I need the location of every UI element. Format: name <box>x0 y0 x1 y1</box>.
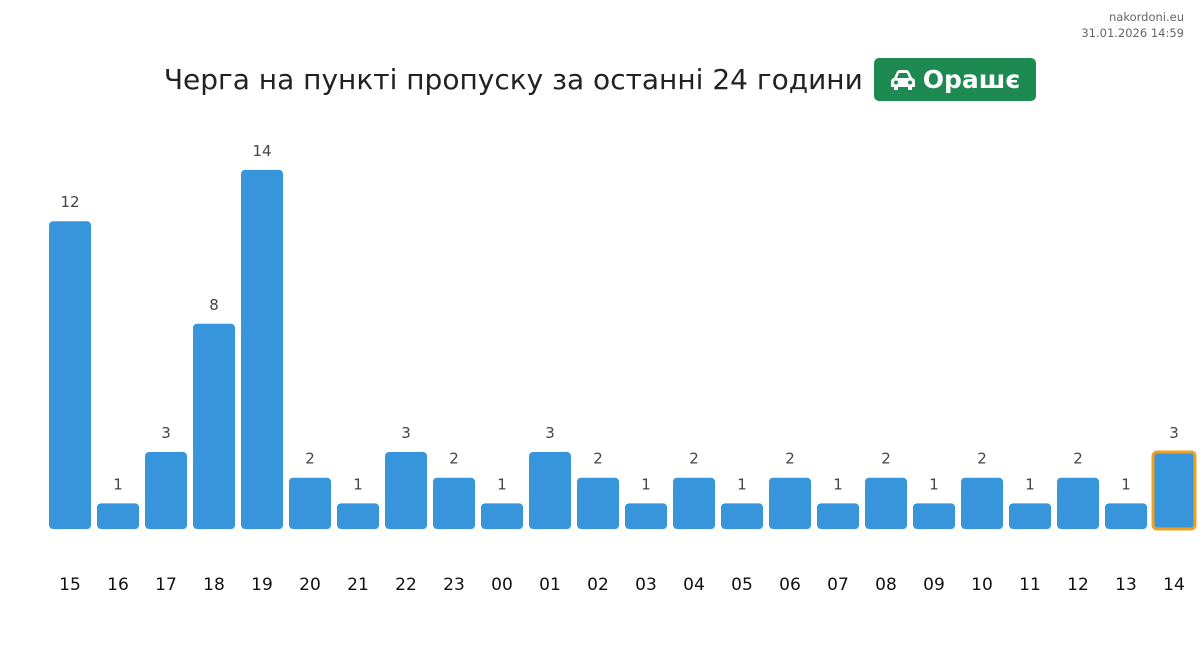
hour-tick-label: 10 <box>971 575 993 595</box>
bar-value-label: 2 <box>305 450 315 468</box>
bar[interactable] <box>721 503 763 529</box>
bar[interactable] <box>49 221 91 529</box>
hour-tick-label: 04 <box>683 575 705 595</box>
hour-tick-label: 23 <box>443 575 465 595</box>
timestamp: 31.01.2026 14:59 <box>1081 26 1184 40</box>
bar-value-label: 1 <box>353 475 363 493</box>
bar[interactable] <box>193 323 235 529</box>
bar-value-label: 3 <box>1169 424 1179 442</box>
bar-value-label: 8 <box>209 296 219 314</box>
bar[interactable] <box>817 503 859 529</box>
bar-value-label: 1 <box>113 475 123 493</box>
bar-value-label: 1 <box>929 475 939 493</box>
bar-value-label: 2 <box>881 450 891 468</box>
bar[interactable] <box>1009 503 1051 529</box>
bar-value-label: 3 <box>161 424 171 442</box>
bar[interactable] <box>577 477 619 529</box>
hour-tick-label: 21 <box>347 575 369 595</box>
hour-tick-label: 19 <box>251 575 273 595</box>
hour-tick-label: 14 <box>1163 575 1185 595</box>
bar-current-hour[interactable] <box>1151 450 1197 531</box>
bar[interactable] <box>673 477 715 529</box>
site-name: nakordoni.eu <box>1109 10 1184 24</box>
hour-tick-label: 00 <box>491 575 513 595</box>
chart-title: Черга на пункті пропуску за останні 24 г… <box>163 63 863 96</box>
bar[interactable] <box>1057 477 1099 529</box>
bar-value-label: 14 <box>252 142 271 160</box>
bar-value-label: 1 <box>1121 475 1131 493</box>
bar-value-label: 1 <box>497 475 507 493</box>
bar-value-label: 2 <box>593 450 603 468</box>
hour-tick-label: 16 <box>107 575 129 595</box>
bar-value-label: 1 <box>737 475 747 493</box>
hour-tick-label: 11 <box>1019 575 1041 595</box>
hour-tick-label: 09 <box>923 575 945 595</box>
hour-tick-label: 07 <box>827 575 849 595</box>
bar[interactable] <box>337 503 379 529</box>
meta-info: nakordoni.eu 31.01.2026 14:59 <box>1081 9 1184 41</box>
bar-value-label: 3 <box>545 424 555 442</box>
bar-value-label: 2 <box>785 450 795 468</box>
hour-tick-label: 20 <box>299 575 321 595</box>
bar[interactable] <box>961 477 1003 529</box>
hour-tick-label: 01 <box>539 575 561 595</box>
bar-value-label: 2 <box>689 450 699 468</box>
bar-value-label: 2 <box>977 450 987 468</box>
bar[interactable] <box>433 477 475 529</box>
bar[interactable] <box>865 477 907 529</box>
hour-tick-label: 12 <box>1067 575 1089 595</box>
bar[interactable] <box>289 477 331 529</box>
hour-tick-label: 06 <box>779 575 801 595</box>
bar[interactable] <box>481 503 523 529</box>
title-row: Черга на пункті пропуску за останні 24 г… <box>0 58 1200 101</box>
bar[interactable] <box>97 503 139 529</box>
bar-value-label: 2 <box>1073 450 1083 468</box>
checkpoint-name: Орашє <box>922 65 1021 94</box>
bar[interactable] <box>913 503 955 529</box>
hour-tick-label: 13 <box>1115 575 1137 595</box>
bar[interactable] <box>625 503 667 529</box>
bar-value-label: 1 <box>833 475 843 493</box>
bar[interactable] <box>241 169 283 529</box>
hour-tick-label: 03 <box>635 575 657 595</box>
hour-tick-label: 05 <box>731 575 753 595</box>
bar[interactable] <box>529 452 571 529</box>
bar[interactable] <box>769 477 811 529</box>
bar-value-label: 2 <box>449 450 459 468</box>
bar-value-label: 1 <box>641 475 651 493</box>
bar[interactable] <box>385 452 427 529</box>
checkpoint-badge[interactable]: Орашє <box>873 58 1037 101</box>
hour-tick-label: 02 <box>587 575 609 595</box>
hour-tick-label: 17 <box>155 575 177 595</box>
car-icon <box>889 68 917 92</box>
bar[interactable] <box>145 452 187 529</box>
hour-tick-label: 22 <box>395 575 417 595</box>
bar-value-label: 3 <box>401 424 411 442</box>
bar-value-label: 1 <box>1025 475 1035 493</box>
bar-value-label: 12 <box>60 193 79 211</box>
hour-tick-label: 08 <box>875 575 897 595</box>
hour-tick-label: 18 <box>203 575 225 595</box>
bar[interactable] <box>1105 503 1147 529</box>
hour-tick-label: 15 <box>59 575 81 595</box>
